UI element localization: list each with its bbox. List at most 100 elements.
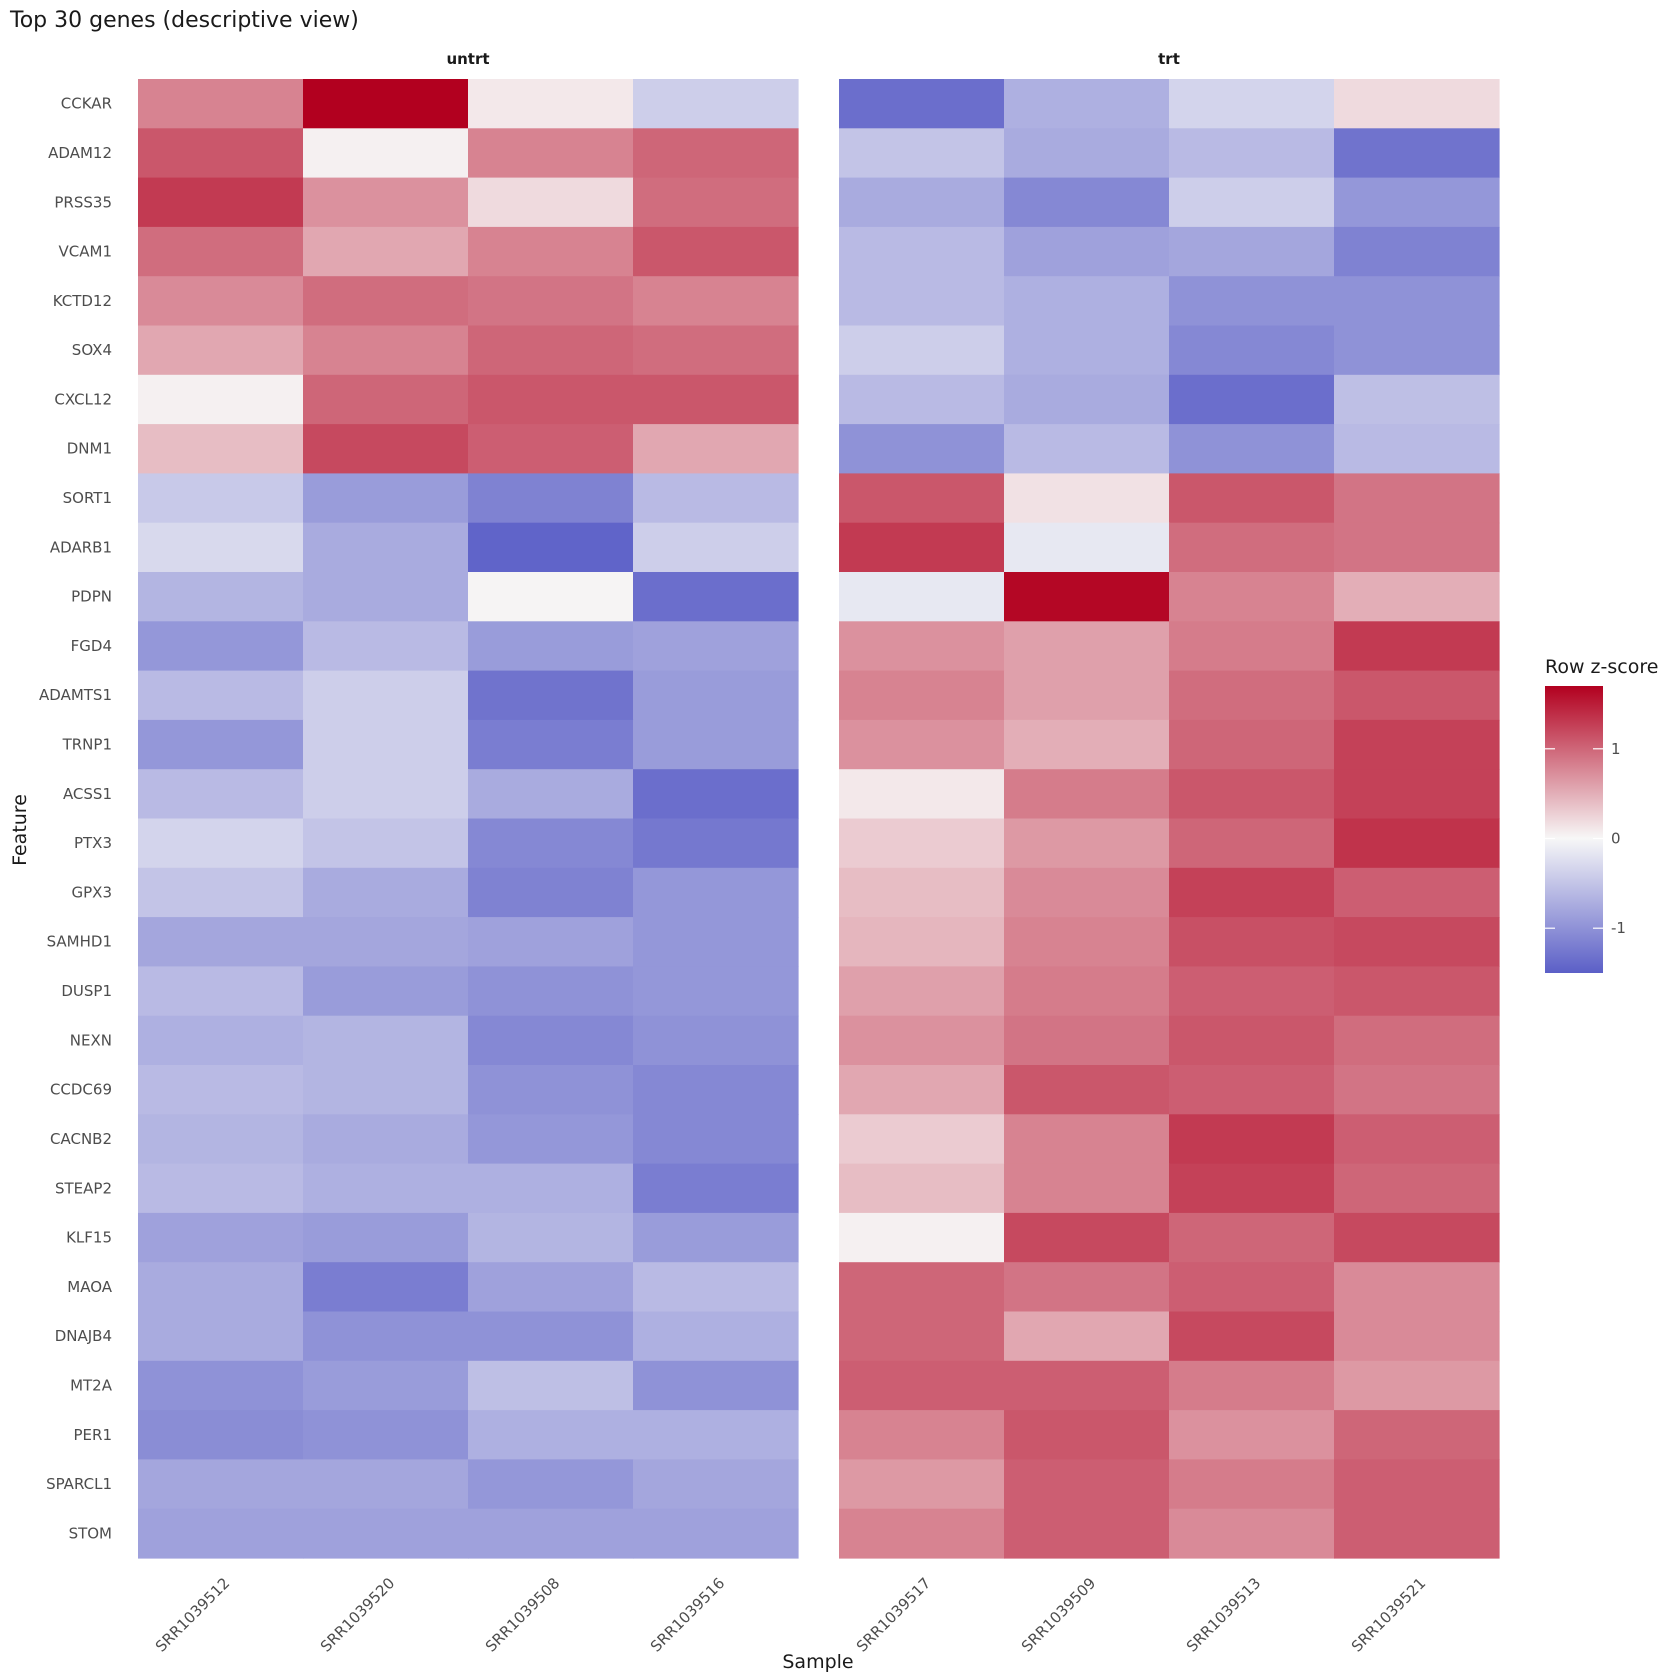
heatmap-cell <box>839 374 1005 425</box>
feature-label: PTX3 <box>74 834 112 852</box>
heatmap-cell <box>839 1360 1005 1411</box>
heatmap-cell <box>468 128 634 179</box>
heatmap-cell <box>138 1065 304 1115</box>
heatmap-cell <box>839 867 1005 918</box>
heatmap-cell <box>303 1015 469 1066</box>
heatmap-cell <box>138 1212 304 1263</box>
sample-label: SRR1039516 <box>647 1574 728 1655</box>
heatmap-cell <box>303 424 469 474</box>
heatmap-cell <box>633 374 799 425</box>
heatmap-cell <box>1334 1065 1500 1115</box>
sample-label: SRR1039509 <box>1018 1574 1099 1655</box>
panel-label-untrt: untrt <box>446 50 489 68</box>
heatmap-cell <box>138 1410 304 1460</box>
feature-label: MT2A <box>70 1377 113 1395</box>
legend-tick-label: 0 <box>1611 830 1621 848</box>
feature-label: GPX3 <box>72 883 113 901</box>
heatmap-cell <box>633 621 799 672</box>
heatmap-cell <box>839 1015 1005 1066</box>
heatmap-cell <box>1334 79 1500 129</box>
heatmap-cell <box>1004 966 1170 1017</box>
heatmap-cell <box>1169 572 1335 622</box>
heatmap-cell <box>468 226 634 277</box>
heatmap-cell <box>138 424 304 474</box>
heatmap-cell <box>1169 1311 1335 1362</box>
heatmap-cell <box>1169 719 1335 770</box>
heatmap-cell <box>1334 1459 1500 1510</box>
heatmap-cell <box>138 128 304 179</box>
heatmap-cell <box>839 1163 1005 1214</box>
heatmap-cell <box>468 1262 634 1313</box>
heatmap-cell <box>633 522 799 573</box>
heatmap-cell <box>1004 1410 1170 1460</box>
heatmap-cell <box>1334 374 1500 425</box>
heatmap-cell <box>1334 473 1500 524</box>
feature-label: DNM1 <box>67 440 112 458</box>
heatmap-cell <box>1004 670 1170 721</box>
heatmap-cell <box>1169 670 1335 721</box>
heatmap-cell <box>1334 1410 1500 1460</box>
feature-label: ADAMTS1 <box>39 686 112 704</box>
heatmap-cell <box>1169 374 1335 425</box>
heatmap-cell <box>1169 522 1335 573</box>
heatmap-cell <box>1004 1311 1170 1362</box>
feature-label: KLF15 <box>66 1229 112 1247</box>
feature-label: SAMHD1 <box>47 933 112 951</box>
feature-label: CCKAR <box>61 95 112 113</box>
heatmap-cell <box>468 424 634 474</box>
heatmap-cell <box>1334 1015 1500 1066</box>
heatmap-cell <box>1169 1410 1335 1460</box>
y-axis-title: Feature <box>9 794 31 866</box>
heatmap-cell <box>1169 1262 1335 1313</box>
legend-tick-label: -1 <box>1611 919 1626 937</box>
heatmap-cell <box>633 1508 799 1559</box>
heatmap-cell <box>303 1262 469 1313</box>
heatmap-cell <box>468 572 634 622</box>
heatmap-cell <box>468 1212 634 1263</box>
heatmap-cell <box>468 1163 634 1214</box>
heatmap-cell <box>839 1065 1005 1115</box>
feature-label: NEXN <box>70 1031 112 1049</box>
heatmap-cell <box>1004 1163 1170 1214</box>
heatmap-cell <box>138 621 304 672</box>
heatmap-cell <box>839 966 1005 1017</box>
heatmap-cell <box>1004 79 1170 129</box>
heatmap-cell <box>1004 473 1170 524</box>
heatmap-cell <box>303 1114 469 1165</box>
heatmap-cell <box>1169 867 1335 918</box>
heatmap-cell <box>1334 1360 1500 1411</box>
heatmap-cell <box>303 867 469 918</box>
heatmap-cell <box>303 719 469 770</box>
heatmap-cell <box>839 473 1005 524</box>
heatmap-cell <box>1004 917 1170 967</box>
chart-title: Top 30 genes (descriptive view) <box>9 8 359 33</box>
heatmap-cell <box>633 1065 799 1115</box>
heatmap-cell <box>839 818 1005 869</box>
heatmap-cell <box>303 621 469 672</box>
heatmap-cell <box>633 867 799 918</box>
feature-label: SOX4 <box>72 341 112 359</box>
heatmap-cell <box>633 325 799 376</box>
heatmap-cell <box>633 917 799 967</box>
heatmap-cell <box>1004 374 1170 425</box>
heatmap-cell <box>303 966 469 1017</box>
heatmap-cell <box>468 867 634 918</box>
feature-label: DNAJB4 <box>55 1327 112 1345</box>
feature-label: CXCL12 <box>54 390 112 408</box>
heatmap-cell <box>839 128 1005 179</box>
heatmap-cell <box>1169 818 1335 869</box>
heatmap-cell <box>303 1459 469 1510</box>
heatmap-cell <box>1334 719 1500 770</box>
legend-ticks: 1 0 -1 <box>1545 740 1626 937</box>
heatmap-cell <box>468 325 634 376</box>
heatmap-cell <box>303 1065 469 1115</box>
heatmap-cell <box>1169 1015 1335 1066</box>
heatmap-cell <box>138 917 304 967</box>
heatmap-cell <box>1169 1459 1335 1510</box>
heatmap-cell <box>138 966 304 1017</box>
heatmap-cell <box>633 818 799 869</box>
heatmap-cell <box>303 1410 469 1460</box>
heatmap-cell <box>303 572 469 622</box>
heatmap-cell <box>138 226 304 277</box>
